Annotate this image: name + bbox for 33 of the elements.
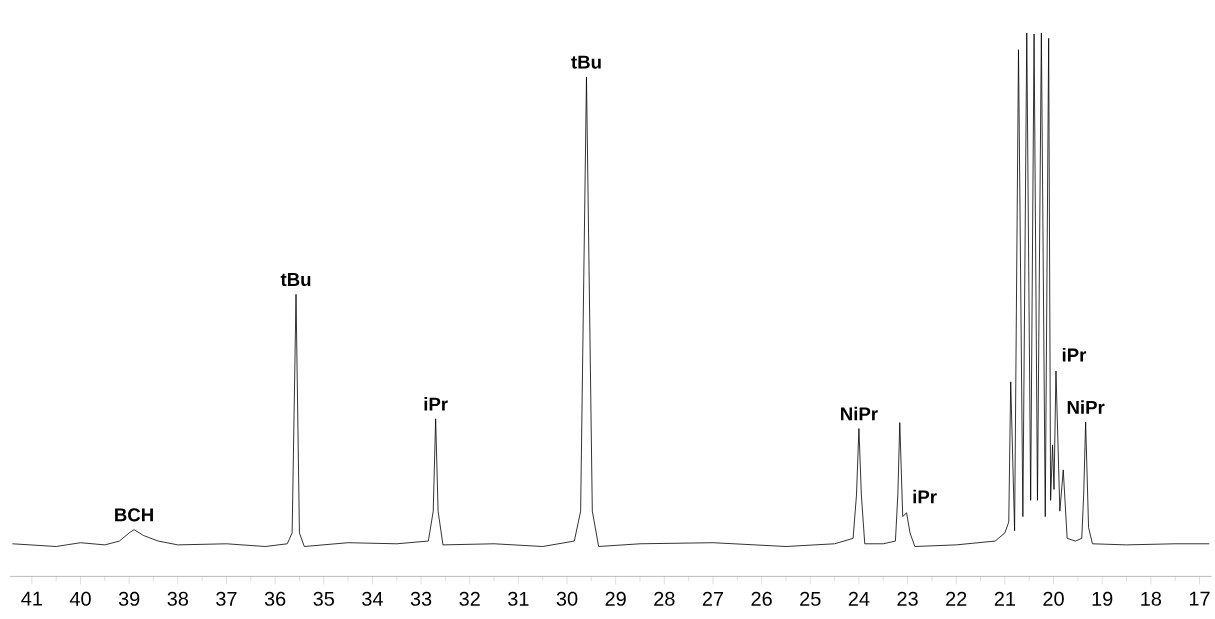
annotation: tBu: [280, 272, 311, 286]
x-tick-label: 31: [508, 591, 529, 606]
x-tick-label: 26: [751, 591, 772, 606]
x-tick-label: 25: [800, 591, 821, 606]
x-tick-label: 29: [605, 591, 626, 606]
x-tick-label: 40: [69, 591, 91, 606]
x-tick-label: 39: [118, 591, 140, 606]
x-tick-label: 18: [1141, 591, 1162, 606]
annotation: NiPr: [841, 406, 878, 421]
x-tick-label: 22: [946, 591, 967, 606]
x-tick-label: 17: [1189, 591, 1210, 606]
x-tick-label: 30: [556, 591, 578, 606]
x-tick-label: 24: [848, 591, 870, 606]
x-tick-label: 37: [216, 591, 237, 606]
annotation: tBu: [571, 55, 601, 69]
x-tick-label: 33: [410, 591, 432, 606]
x-tick-label: 35: [313, 591, 335, 606]
x-tick-label: 38: [167, 591, 189, 606]
x-tick-label: 32: [459, 591, 480, 606]
annotation: BCH: [115, 508, 153, 522]
annotation: NiPr: [1067, 400, 1105, 414]
x-tick-label: 23: [897, 591, 918, 606]
annotation: iPr: [424, 396, 448, 411]
x-tick-label: 28: [654, 591, 675, 606]
x-tick-label: 20: [1043, 591, 1064, 606]
annotation: iPr: [1062, 347, 1087, 362]
annotation: iPr: [913, 489, 937, 504]
x-tick-label: 21: [994, 591, 1015, 606]
x-tick-label: 34: [362, 591, 383, 606]
x-tick-label: 41: [21, 591, 42, 606]
x-tick-label: 27: [702, 591, 724, 606]
x-tick-label: 19: [1092, 591, 1113, 606]
x-tick-label: 36: [264, 591, 286, 606]
